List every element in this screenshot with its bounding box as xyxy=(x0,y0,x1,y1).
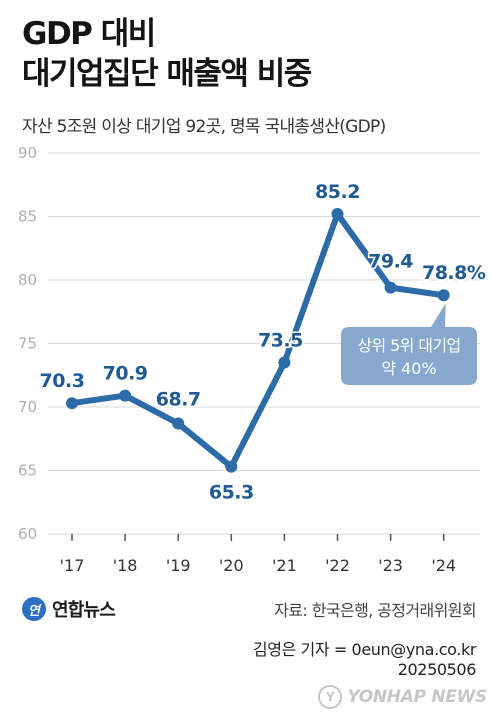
data-point xyxy=(278,356,291,369)
y-tick-label: 75 xyxy=(18,335,37,353)
data-point xyxy=(437,289,450,302)
data-label: 73.5 xyxy=(258,330,303,352)
x-tick-label: '21 xyxy=(272,556,297,575)
series-line-layer xyxy=(69,210,447,470)
data-point xyxy=(331,207,344,220)
brand-name: 연합뉴스 xyxy=(52,600,116,621)
data-label: 70.3 xyxy=(40,370,85,392)
x-tick-label: '20 xyxy=(219,556,244,575)
x-tick-label: '17 xyxy=(60,556,85,575)
data-label: 79.4 xyxy=(368,251,413,273)
callout-line-2: 약 40% xyxy=(381,359,436,378)
data-label: 78.8% xyxy=(422,262,486,284)
data-label: 70.9 xyxy=(103,363,148,385)
data-label: 85.2 xyxy=(315,181,360,203)
x-tick-label: '23 xyxy=(378,556,403,575)
y-tick-label: 80 xyxy=(18,271,37,289)
reporter-credit: 김영은 기자 = 0eun@yna.co.kr xyxy=(252,640,477,659)
series-line xyxy=(69,210,447,470)
publish-date: 20250506 xyxy=(397,660,477,679)
y-tick-label: 70 xyxy=(18,398,37,416)
callout-line-1: 상위 5위 대기업 xyxy=(357,336,460,355)
y-tick-label: 60 xyxy=(18,525,37,543)
x-tick-label: '19 xyxy=(166,556,191,575)
data-point-layer xyxy=(66,207,450,473)
x-tick-label: '18 xyxy=(113,556,138,575)
data-point xyxy=(172,417,185,430)
data-point xyxy=(225,460,238,473)
y-tick-label: 90 xyxy=(18,144,37,162)
yonhap-logo-icon: 연 xyxy=(22,597,46,621)
title-line-1: GDP 대비 xyxy=(22,16,156,52)
title-line-2: 대기업집단 매출액 비중 xyxy=(22,56,312,92)
x-tick-label: '24 xyxy=(431,556,456,575)
x-tick-label: '22 xyxy=(325,556,350,575)
data-source: 자료: 한국은행, 공정거래위원회 xyxy=(274,601,476,620)
callout-box xyxy=(341,303,477,385)
credit-block: 김영은 기자 = 0eun@yna.co.kr 20250506 xyxy=(252,640,477,680)
chart-title: GDP 대비 대기업집단 매출액 비중 xyxy=(22,14,482,94)
data-label-layer: 70.3 70.9 68.7 65.3 73.5 85.2 79.4 78.8% xyxy=(38,179,488,505)
data-point xyxy=(384,281,397,294)
y-tick-label: 85 xyxy=(18,208,37,226)
data-label: 65.3 xyxy=(209,482,254,504)
chart-subtitle: 자산 5조원 이상 대기업 92곳, 명목 국내총생산(GDP) xyxy=(22,117,386,137)
watermark-logo-icon: Y xyxy=(318,685,343,709)
brand-logo-block: 연 연합뉴스 xyxy=(22,597,116,621)
y-tick-label: 65 xyxy=(18,462,37,480)
data-point xyxy=(119,389,132,402)
watermark: Y YONHAP NEWS xyxy=(318,684,487,710)
watermark-text: YONHAP NEWS xyxy=(347,687,487,707)
data-point xyxy=(66,397,78,410)
data-label: 68.7 xyxy=(156,389,201,411)
